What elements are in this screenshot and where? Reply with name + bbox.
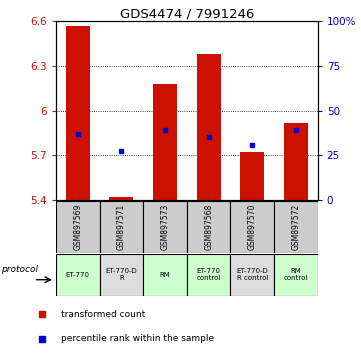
Text: GSM897568: GSM897568	[204, 204, 213, 250]
Text: GSM897572: GSM897572	[291, 204, 300, 250]
Text: GSM897570: GSM897570	[248, 204, 257, 250]
Text: ET-770-D
R: ET-770-D R	[105, 268, 137, 281]
Text: ET-770
control: ET-770 control	[196, 268, 221, 281]
Text: protocol: protocol	[1, 265, 38, 274]
Bar	[100, 201, 143, 253]
Bar	[197, 54, 221, 200]
Bar	[153, 84, 177, 200]
Text: transformed count: transformed count	[61, 310, 145, 319]
Bar	[56, 254, 100, 296]
Text: ET-770: ET-770	[66, 272, 90, 278]
Bar	[143, 254, 187, 296]
Bar	[240, 152, 264, 200]
Text: ET-770-D
R control: ET-770-D R control	[236, 268, 268, 281]
Text: GSM897571: GSM897571	[117, 204, 126, 250]
Text: RM: RM	[160, 272, 170, 278]
Bar	[56, 201, 100, 253]
Text: GSM897569: GSM897569	[73, 204, 82, 250]
Bar	[230, 201, 274, 253]
Bar	[100, 254, 143, 296]
Bar	[187, 254, 230, 296]
Bar	[109, 197, 133, 200]
Bar	[274, 201, 318, 253]
Bar	[230, 254, 274, 296]
Bar	[143, 201, 187, 253]
Bar	[187, 201, 230, 253]
Bar	[274, 254, 318, 296]
Title: GDS4474 / 7991246: GDS4474 / 7991246	[119, 7, 254, 20]
Bar	[284, 122, 308, 200]
Text: percentile rank within the sample: percentile rank within the sample	[61, 334, 214, 343]
Bar	[66, 26, 90, 200]
Text: GSM897573: GSM897573	[161, 204, 170, 250]
Text: RM
control: RM control	[284, 268, 308, 281]
